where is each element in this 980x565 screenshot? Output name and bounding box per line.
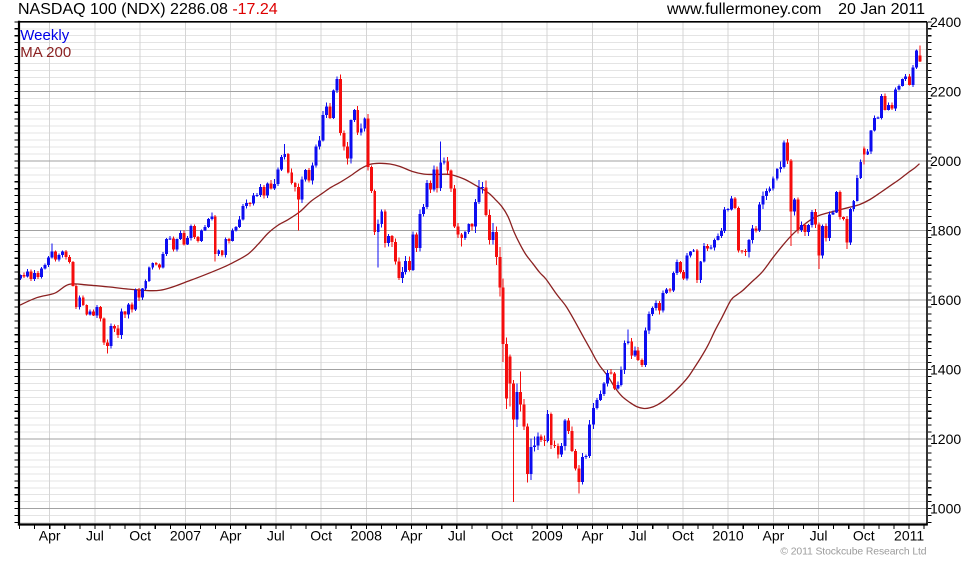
svg-text:1800: 1800 <box>930 223 961 239</box>
svg-text:Apr: Apr <box>763 528 785 544</box>
svg-text:Apr: Apr <box>401 528 423 544</box>
svg-text:Jul: Jul <box>86 528 104 544</box>
svg-text:2008: 2008 <box>351 528 382 544</box>
svg-text:2200: 2200 <box>930 83 961 99</box>
svg-text:Oct: Oct <box>853 528 875 544</box>
svg-text:Weekly: Weekly <box>20 27 69 44</box>
svg-text:2010: 2010 <box>713 528 744 544</box>
svg-text:© 2011 Stockcube Research Ltd: © 2011 Stockcube Research Ltd <box>780 547 926 558</box>
svg-text:2400: 2400 <box>930 14 961 30</box>
svg-text:Apr: Apr <box>220 528 242 544</box>
svg-text:2011: 2011 <box>894 528 924 544</box>
svg-text:Oct: Oct <box>129 528 151 544</box>
svg-text:Oct: Oct <box>672 528 694 544</box>
svg-text:Apr: Apr <box>39 528 61 544</box>
svg-text:20 Jan 2011: 20 Jan 2011 <box>838 1 925 18</box>
svg-text:1200: 1200 <box>930 431 961 447</box>
svg-text:1600: 1600 <box>930 292 961 308</box>
svg-text:1000: 1000 <box>930 501 961 517</box>
svg-text:2000: 2000 <box>930 153 961 169</box>
svg-text:Jul: Jul <box>448 528 466 544</box>
svg-text:1400: 1400 <box>930 362 961 378</box>
svg-text:NASDAQ 100 (NDX) 2286.08 -17.2: NASDAQ 100 (NDX) 2286.08 -17.24 <box>18 1 278 18</box>
svg-text:Jul: Jul <box>810 528 828 544</box>
svg-text:Oct: Oct <box>491 528 513 544</box>
svg-text:Jul: Jul <box>267 528 285 544</box>
svg-text:Jul: Jul <box>629 528 647 544</box>
svg-text:www.fullermoney.com: www.fullermoney.com <box>666 1 821 18</box>
svg-text:Oct: Oct <box>310 528 332 544</box>
svg-text:MA 200: MA 200 <box>20 44 71 61</box>
svg-text:Apr: Apr <box>582 528 604 544</box>
svg-text:2009: 2009 <box>532 528 563 544</box>
svg-text:2007: 2007 <box>170 528 201 544</box>
